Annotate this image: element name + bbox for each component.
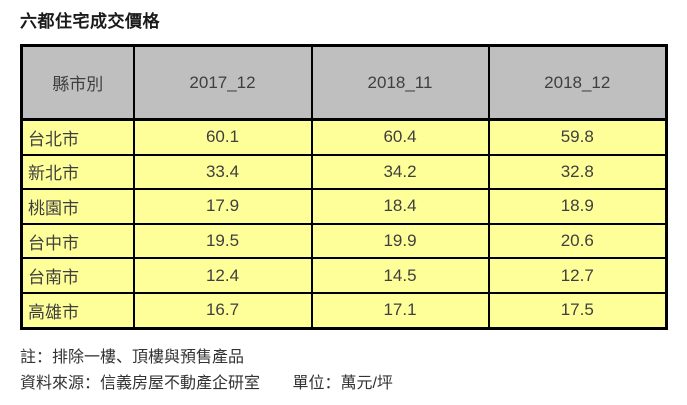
source-line: 資料來源：信義房屋不動產企研室 單位：萬元/坪	[20, 369, 393, 393]
price-cell: 12.4	[132, 257, 313, 294]
price-cell: 16.7	[132, 291, 313, 330]
city-label: 桃園市	[20, 188, 135, 225]
price-cell: 60.4	[310, 118, 490, 156]
price-cell: 17.5	[487, 291, 668, 330]
price-cell: 12.7	[487, 257, 668, 294]
table-row-taipei: 台北市 60.1 60.4 59.8	[20, 118, 668, 156]
price-cell: 34.2	[310, 153, 490, 191]
header-cell-2018-12: 2018_12	[487, 44, 668, 121]
price-cell: 19.5	[132, 222, 313, 260]
footnote: 註：排除一樓、頂樓與預售產品	[20, 349, 245, 366]
table-row-taichung: 台中市 19.5 19.9 20.6	[20, 222, 668, 260]
city-label: 台南市	[20, 257, 135, 294]
table-row-taoyuan: 桃園市 17.9 18.4 18.9	[20, 188, 668, 225]
price-cell: 60.1	[132, 118, 313, 156]
price-cell: 32.8	[487, 153, 668, 191]
data-source: 資料來源：信義房屋不動產企研室	[20, 375, 261, 392]
price-cell: 17.1	[310, 291, 490, 330]
housing-price-table: 縣市別 2017_12 2018_11 2018_12 台北市 60.1 60.…	[20, 44, 668, 330]
price-cell: 18.4	[310, 188, 490, 225]
price-cell: 59.8	[487, 118, 668, 156]
header-cell-2017-12: 2017_12	[132, 44, 313, 121]
header-cell-city: 縣市別	[20, 44, 135, 121]
header-cell-2018-11: 2018_11	[310, 44, 490, 121]
unit-label: 單位：萬元/坪	[292, 375, 393, 392]
price-cell: 33.4	[132, 153, 313, 191]
price-cell: 20.6	[487, 222, 668, 260]
table-row-newtaipei: 新北市 33.4 34.2 32.8	[20, 153, 668, 191]
price-cell: 17.9	[132, 188, 313, 225]
city-label: 台中市	[20, 222, 135, 260]
page-title: 六都住宅成交價格	[20, 12, 160, 31]
city-label: 新北市	[20, 153, 135, 191]
price-cell: 14.5	[310, 257, 490, 294]
price-cell: 19.9	[310, 222, 490, 260]
table-row-tainan: 台南市 12.4 14.5 12.7	[20, 257, 668, 294]
city-label: 台北市	[20, 118, 135, 156]
table-row-kaohsiung: 高雄市 16.7 17.1 17.5	[20, 291, 668, 330]
header-row: 縣市別 2017_12 2018_11 2018_12	[20, 44, 668, 121]
price-cell: 18.9	[487, 188, 668, 225]
city-label: 高雄市	[20, 291, 135, 330]
